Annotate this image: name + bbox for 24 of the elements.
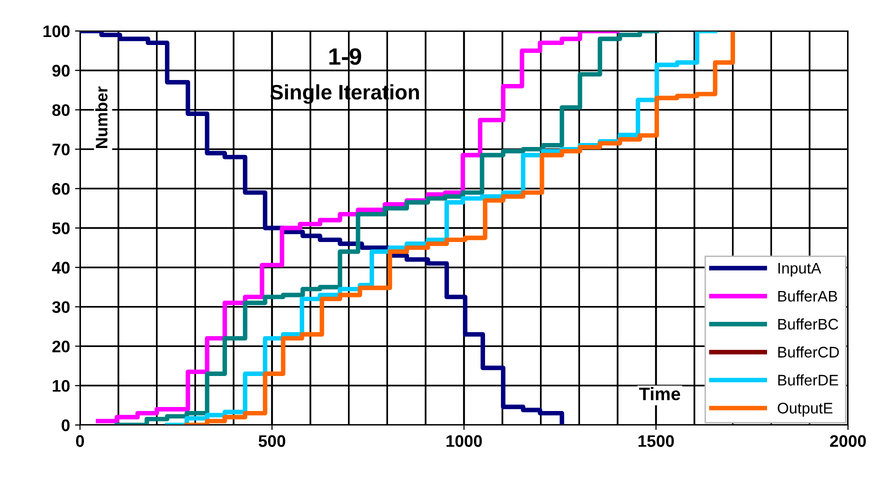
legend-label: InputA xyxy=(778,262,822,277)
legend-label: OutputE xyxy=(778,402,832,417)
y-axis-title: Number xyxy=(95,86,108,148)
y-tick-label: 10 xyxy=(52,380,70,392)
y-tick-label: 40 xyxy=(52,262,70,274)
y-tick-label: 0 xyxy=(62,419,70,432)
x-tick-label: 1000 xyxy=(446,435,482,447)
y-tick-label: 60 xyxy=(52,183,70,195)
legend-label: BufferBC xyxy=(778,318,838,330)
y-tick-label: 80 xyxy=(52,104,70,116)
y-tick-label: 50 xyxy=(52,222,70,234)
legend-label: BufferAB xyxy=(778,290,838,302)
legend-label: BufferCD xyxy=(778,346,839,358)
y-tick-label: 30 xyxy=(52,301,70,314)
legend-label: BufferDE xyxy=(778,374,838,386)
x-axis-title: Time xyxy=(639,387,680,400)
y-tick-label: 20 xyxy=(52,340,70,352)
y-tick-label: 100 xyxy=(44,25,70,38)
y-tick-label: 70 xyxy=(52,144,70,156)
x-tick-label: 2000 xyxy=(830,435,866,447)
x-tick-label: 500 xyxy=(258,435,286,447)
y-tick-label: 90 xyxy=(52,64,70,77)
x-tick-label: 0 xyxy=(76,435,84,447)
x-tick-label: 1500 xyxy=(638,435,674,447)
